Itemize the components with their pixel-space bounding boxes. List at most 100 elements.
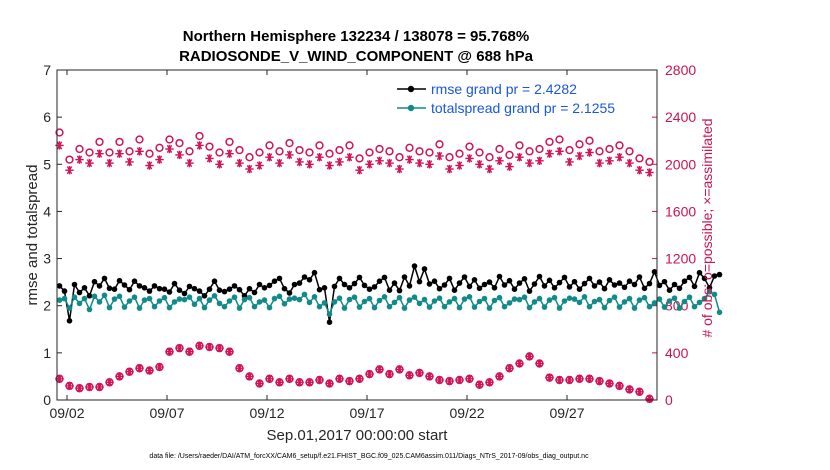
obs-possible-marker <box>75 144 84 154</box>
totalspread-point <box>416 300 423 307</box>
obs-assimilated-marker <box>495 156 504 165</box>
totalspread-point <box>531 299 538 305</box>
obs-low-assimilated-marker <box>465 374 474 383</box>
obs-low-assimilated-marker <box>535 359 544 368</box>
obs-possible-marker <box>365 148 374 157</box>
rmse-point <box>426 281 433 287</box>
obs-possible-marker <box>605 144 614 154</box>
totalspread-point <box>376 297 383 304</box>
totalspread-point <box>371 304 378 311</box>
rmse-point <box>421 266 428 272</box>
rmse-point <box>416 278 423 285</box>
totalspread-point <box>106 304 113 311</box>
obs-possible-marker <box>235 145 244 155</box>
y-tick-label-left: 7 <box>43 62 51 78</box>
rmse-point <box>91 278 98 285</box>
totalspread-point <box>256 299 263 305</box>
totalspread-point <box>476 298 483 305</box>
totalspread-point <box>141 297 148 303</box>
rmse-point <box>321 285 328 291</box>
totalspread-point <box>641 294 648 301</box>
totalspread-point <box>146 295 153 302</box>
totalspread-point <box>631 305 638 311</box>
obs-possible-marker <box>215 148 224 157</box>
chart-title-line-1: Northern Hemisphere 132234 / 138078 = 95… <box>183 28 529 45</box>
rmse-point <box>586 275 593 282</box>
rmse-point <box>511 286 518 293</box>
obs-possible-marker <box>295 145 304 155</box>
obs-low-assimilated-marker <box>325 379 334 388</box>
totalspread-point <box>131 294 138 301</box>
totalspread-point <box>296 296 303 303</box>
totalspread-point <box>176 296 183 302</box>
rmse-point <box>581 280 588 287</box>
obs-low-assimilated-marker <box>625 385 634 394</box>
totalspread-point <box>351 294 358 301</box>
obs-low-assimilated-marker <box>385 369 394 379</box>
rmse-point <box>61 288 68 294</box>
rmse-point <box>576 286 583 293</box>
obs-possible-marker <box>645 157 654 167</box>
x-tick-label: 09/17 <box>349 405 384 421</box>
obs-low-assimilated-marker <box>175 343 184 353</box>
rmse-point <box>126 286 133 293</box>
totalspread-point <box>111 296 118 302</box>
obs-possible-marker <box>195 131 204 141</box>
obs-assimilated-marker <box>325 161 334 170</box>
obs-low-assimilated-marker <box>335 374 344 383</box>
totalspread-point <box>456 304 463 311</box>
obs-low-assimilated-marker <box>505 364 514 373</box>
totalspread-point <box>331 299 338 305</box>
obs-low-assimilated-marker <box>395 365 404 374</box>
obs-assimilated-marker <box>375 156 384 165</box>
totalspread-point <box>136 305 143 311</box>
obs-possible-marker <box>595 147 604 156</box>
obs-assimilated-marker <box>315 153 324 162</box>
totalspread-point <box>691 303 698 310</box>
totalspread-point <box>491 297 498 304</box>
obs-low-assimilated-marker <box>95 382 104 392</box>
totalspread-point <box>121 304 128 310</box>
obs-possible-marker <box>305 148 314 157</box>
y-tick-label-left: 2 <box>43 298 51 314</box>
obs-low-assimilated-marker <box>295 378 304 387</box>
y-tick-label-right: 2000 <box>665 156 696 172</box>
rmse-point <box>291 281 298 288</box>
totalspread-point <box>486 305 493 311</box>
totalspread-point <box>151 303 158 310</box>
rmse-point <box>101 275 108 282</box>
rmse-point <box>466 283 473 290</box>
obs-possible-marker <box>185 147 194 156</box>
rmse-point <box>181 290 188 297</box>
totalspread-point <box>606 297 613 304</box>
obs-assimilated-marker <box>365 160 374 169</box>
obs-assimilated-marker <box>75 155 84 164</box>
obs-low-assimilated-marker <box>245 372 254 381</box>
obs-assimilated-marker <box>575 151 584 161</box>
obs-possible-marker <box>385 147 394 156</box>
totalspread-point <box>701 295 708 302</box>
rmse-point <box>236 286 243 293</box>
obs-assimilated-marker <box>275 158 284 168</box>
rmse-point <box>331 283 338 290</box>
obs-assimilated-marker <box>345 153 354 162</box>
obs-low-assimilated-marker <box>345 376 354 386</box>
totalspread-point <box>551 294 558 301</box>
rmse-point <box>196 288 203 294</box>
totalspread-point <box>466 294 473 300</box>
rmse-point <box>216 287 223 294</box>
rmse-point <box>716 271 723 278</box>
obs-low-assimilated-marker <box>235 364 244 373</box>
totalspread-point <box>246 294 253 301</box>
totalspread-point <box>96 299 103 305</box>
totalspread-point <box>71 294 78 301</box>
obs-low-assimilated-marker <box>275 378 284 387</box>
totalspread-point <box>76 300 83 307</box>
obs-low-assimilated-marker <box>455 375 464 385</box>
obs-low-assimilated-marker <box>515 359 524 368</box>
rmse-point <box>596 279 603 285</box>
obs-assimilated-marker <box>95 149 104 158</box>
obs-assimilated-marker <box>115 149 124 158</box>
obs-low-assimilated-marker <box>545 373 554 382</box>
obs-assimilated-marker <box>265 153 274 162</box>
